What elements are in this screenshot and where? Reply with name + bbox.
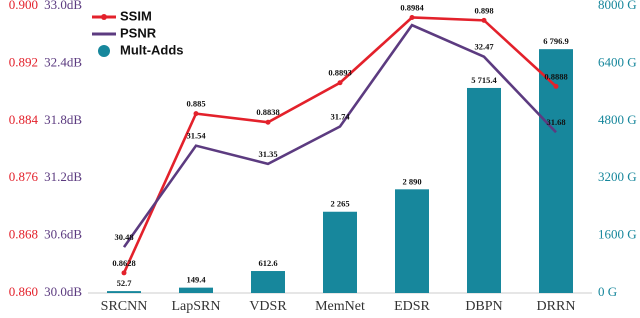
x-tick-label: LapSRN — [172, 299, 221, 314]
tick-label: 30.6dB — [44, 227, 82, 242]
data-label: 0.8893 — [328, 68, 351, 78]
tick-label: 6400 G — [598, 54, 637, 69]
data-label: 0.8984 — [400, 2, 424, 12]
tick-label: 0.860 — [9, 284, 38, 299]
data-label: 2 890 — [402, 176, 421, 186]
point — [553, 83, 559, 89]
tick-label: 0 G — [598, 284, 617, 299]
bar — [539, 49, 573, 294]
tick-label: 0.892 — [9, 54, 38, 69]
bar — [179, 287, 213, 293]
data-label: 52.7 — [117, 278, 133, 288]
tick-label: 33.0dB — [44, 0, 82, 12]
data-label: 30.48 — [114, 232, 133, 242]
point — [265, 119, 271, 125]
data-label: 31.54 — [186, 131, 206, 141]
data-label: 0.8838 — [256, 107, 279, 117]
point — [481, 17, 487, 23]
x-tick-label: EDSR — [394, 299, 430, 314]
bar — [395, 189, 429, 293]
tick-label: 32.4dB — [44, 54, 82, 69]
x-tick-label: MemNet — [315, 299, 365, 314]
tick-label: 8000 G — [598, 0, 637, 12]
point — [409, 14, 415, 20]
legend-label: SSIM — [120, 8, 152, 23]
data-label: 612.6 — [258, 258, 277, 268]
bar — [467, 87, 501, 293]
x-tick-label: SRCNN — [101, 299, 148, 314]
legend-marker — [101, 14, 107, 20]
data-label: 6 796.9 — [543, 36, 569, 46]
tick-label: 31.2dB — [44, 169, 82, 184]
line — [122, 23, 557, 248]
x-tick-label: DBPN — [465, 299, 502, 314]
data-label: 31.74 — [330, 111, 350, 121]
point — [193, 111, 199, 117]
point — [337, 80, 343, 86]
x-tick-label: DRRN — [537, 299, 576, 314]
bar — [251, 271, 285, 293]
legend-label: Mult-Adds — [120, 42, 184, 57]
data-label: 2 265 — [330, 199, 349, 209]
point — [121, 270, 127, 276]
tick-label: 31.8dB — [44, 112, 82, 127]
bar — [107, 291, 141, 293]
x-tick-label: VDSR — [249, 299, 287, 314]
tick-label: 0.884 — [9, 112, 39, 127]
tick-label: 30.0dB — [44, 284, 82, 299]
tick-label: 0.900 — [9, 0, 38, 12]
data-label: 149.4 — [186, 275, 206, 285]
tick-label: 1600 G — [598, 227, 637, 242]
tick-label: 4800 G — [598, 112, 637, 127]
data-label: 31.68 — [546, 117, 565, 127]
data-label: 5 715.4 — [471, 75, 497, 85]
data-label: 0.898 — [474, 5, 493, 15]
data-label: 0.8628 — [112, 258, 135, 268]
data-label: 31.35 — [258, 149, 277, 159]
tick-label: 3200 G — [598, 169, 637, 184]
legend-marker — [98, 45, 110, 57]
data-label: 0.8888 — [544, 71, 567, 81]
data-label: 0.885 — [186, 99, 205, 109]
bar — [323, 211, 357, 293]
tick-label: 0.876 — [9, 169, 39, 184]
tick-label: 0.868 — [9, 227, 38, 242]
data-label: 32.47 — [474, 42, 494, 52]
legend-label: PSNR — [120, 25, 157, 40]
